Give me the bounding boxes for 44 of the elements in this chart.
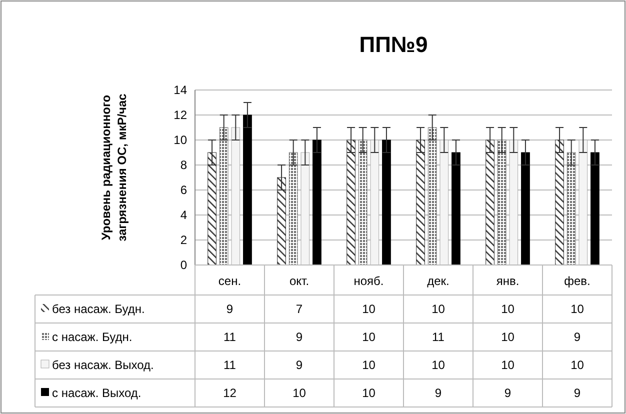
x-tick-label: фев. [564, 274, 590, 288]
data-label: 11 [224, 358, 236, 372]
data-label: 11 [224, 330, 236, 344]
y-tick-label: 0 [180, 258, 188, 272]
y-tick-label: 8 [180, 158, 188, 172]
data-label: 9 [574, 330, 581, 344]
x-tick-label: янв. [496, 274, 520, 288]
x-tick-label: сен. [218, 274, 242, 288]
data-label: 10 [570, 302, 584, 316]
data-label: 7 [296, 302, 303, 316]
data-label: 10 [501, 302, 515, 316]
data-label: 10 [362, 386, 376, 400]
data-label: 10 [501, 358, 515, 372]
data-label: 10 [362, 358, 376, 372]
data-label: 10 [501, 330, 515, 344]
legend-label: с насаж. Будн. [52, 330, 132, 344]
data-label: 9 [296, 358, 303, 372]
data-label: 9 [504, 386, 512, 400]
y-tick-label: 14 [174, 83, 188, 97]
data-label: 9 [434, 386, 442, 400]
y-tick-label: 10 [174, 133, 188, 147]
legend-label: с насаж. Выход. [52, 386, 142, 400]
legend-label: без насаж. Выход. [52, 358, 154, 372]
y-axis-title: Уровень радиационного загрязнения ОС, мкР/час [99, 93, 129, 242]
x-tick-label: нояб. [354, 274, 384, 288]
data-label: 10 [362, 302, 376, 316]
y-tick-label: 12 [174, 108, 188, 122]
data-label: 10 [570, 358, 584, 372]
x-tick-label: дек. [427, 274, 450, 288]
data-label: 9 [226, 302, 234, 316]
data-label: 10 [432, 358, 446, 372]
x-tick-label: окт. [289, 274, 310, 288]
chart-title: ПП№9 [359, 32, 428, 57]
data-label: 12 [223, 386, 237, 400]
y-tick-label: 4 [180, 208, 188, 222]
data-label: 10 [362, 330, 376, 344]
legend-label: без насаж. Будн. [52, 302, 145, 316]
data-label: 10 [432, 302, 446, 316]
data-label: 10 [292, 386, 306, 400]
y-tick-label: 6 [180, 183, 188, 197]
y-tick-label: 2 [180, 233, 188, 247]
data-label: 11 [432, 330, 445, 344]
data-label: 9 [296, 330, 303, 344]
data-label: 9 [574, 386, 581, 400]
